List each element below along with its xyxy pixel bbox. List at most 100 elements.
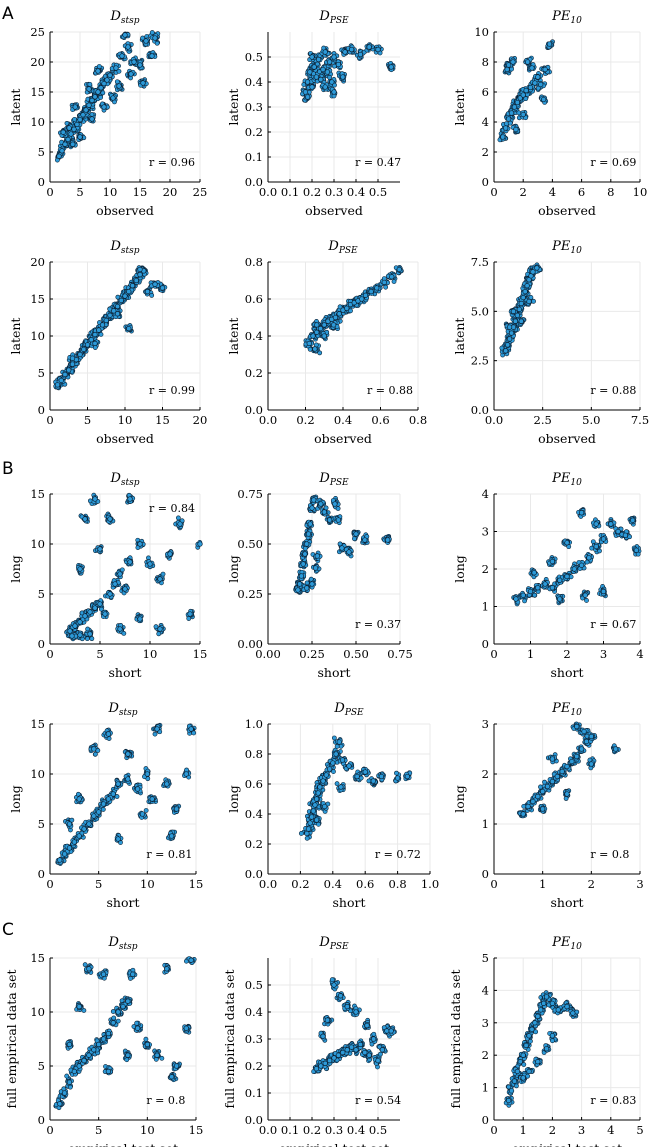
x-tick-label: 0.2: [296, 413, 314, 427]
cloud-point: [89, 636, 95, 642]
data-point: [101, 80, 107, 87]
data-point: [128, 71, 134, 77]
panel-label-a: A: [2, 4, 14, 24]
x-tick-label: 5: [84, 413, 91, 427]
data-point: [564, 540, 570, 546]
data-point: [59, 148, 65, 154]
data-point: [112, 581, 118, 587]
cloud-point: [98, 332, 104, 337]
data-point: [98, 85, 104, 91]
y-tick-label: 15: [30, 717, 45, 731]
y-tick-label: 0.8: [245, 255, 263, 269]
cloud-point: [149, 30, 155, 35]
cloud-point: [93, 751, 98, 757]
point-cloud: [300, 42, 396, 103]
data-point: [326, 517, 333, 523]
data-point: [326, 59, 333, 65]
data-point: [504, 66, 510, 73]
x-axis-label: short: [551, 665, 584, 680]
cloud-point: [304, 835, 310, 841]
chart-title-base: PE: [551, 239, 571, 254]
data-point: [309, 505, 315, 511]
data-point: [77, 632, 83, 638]
data-point: [110, 791, 116, 797]
chart-title-subscript: PSE: [329, 16, 349, 26]
data-point: [314, 329, 320, 335]
chart-title-subscript: 10: [570, 478, 582, 488]
x-tick-label: 15: [133, 185, 148, 199]
data-point: [344, 305, 350, 311]
data-point: [97, 546, 103, 552]
chart-title: DPSE: [327, 239, 358, 256]
data-point: [504, 342, 511, 348]
data-point: [137, 266, 143, 273]
data-point: [538, 81, 544, 88]
data-point: [137, 62, 143, 68]
chart-title: DPSE: [318, 471, 349, 488]
y-axis-label: latent: [226, 89, 241, 126]
y-tick-label: 0.8: [245, 747, 263, 761]
cloud-point: [338, 743, 344, 749]
x-tick-label: 10: [140, 877, 155, 891]
data-point: [310, 333, 316, 339]
x-tick-label: 25: [193, 185, 208, 199]
data-point: [534, 265, 540, 271]
data-point: [77, 351, 83, 358]
cloud-point: [337, 541, 343, 547]
chart-title-base: PE: [551, 9, 571, 24]
x-tick-label: 0.50: [343, 647, 369, 661]
data-point: [66, 367, 72, 373]
data-point: [311, 497, 317, 503]
cloud-point: [100, 807, 106, 812]
x-tick-label: 4: [549, 185, 556, 199]
x-tick-label: 0.8: [388, 877, 406, 891]
data-point: [331, 89, 337, 95]
y-tick-label: 0.4: [245, 807, 263, 821]
chart-title-base: D: [107, 701, 119, 716]
data-point: [72, 623, 78, 629]
data-point: [67, 628, 73, 634]
x-tick-label: 5: [96, 647, 103, 661]
y-tick-label: 0: [38, 175, 45, 189]
data-point: [152, 281, 158, 287]
panel-label-c: C: [2, 920, 14, 940]
correlation-label: r = 0.69: [590, 156, 636, 169]
data-point: [307, 820, 313, 826]
x-tick-label: 10: [633, 185, 648, 199]
x-tick-label: 3: [600, 647, 607, 661]
data-point: [332, 314, 339, 321]
data-point: [317, 784, 323, 790]
data-point: [159, 285, 166, 291]
data-point: [309, 581, 315, 587]
data-point: [586, 555, 592, 561]
chart-title: PE10: [551, 471, 582, 488]
cloud-point: [96, 64, 102, 69]
cloud-point: [154, 40, 160, 46]
y-axis-label: latent: [452, 318, 467, 355]
data-point: [107, 312, 113, 318]
data-point: [600, 588, 607, 595]
scatter-chart: 0.0 0.2 0.4 0.6 0.80.00.20.40.60.8DPSEobserv…: [226, 239, 427, 446]
x-tick-label: 0.4: [324, 877, 342, 891]
y-tick-label: 0.6: [245, 292, 263, 306]
y-tick-label: 0.4: [245, 329, 263, 343]
data-point: [122, 586, 128, 592]
data-point: [86, 821, 92, 827]
data-point: [157, 576, 163, 582]
data-point: [125, 44, 131, 50]
y-tick-label: 0.00: [237, 637, 263, 651]
x-tick-label: 2: [520, 185, 527, 199]
data-point: [527, 588, 534, 595]
data-point: [317, 325, 324, 332]
data-point: [57, 857, 63, 863]
data-point: [298, 573, 305, 579]
data-point: [62, 371, 68, 378]
correlation-label: r = 0.88: [367, 384, 413, 397]
scatter-chart: 0.0 2.5 5.0 7.50.02.55.07.5PE10observedlate…: [452, 239, 649, 446]
panel-label-b: B: [2, 459, 14, 479]
y-tick-label: 0.25: [237, 587, 263, 601]
data-point: [514, 312, 521, 318]
x-tick-label: 8: [607, 185, 614, 199]
y-tick-label: 0.0: [245, 175, 263, 189]
